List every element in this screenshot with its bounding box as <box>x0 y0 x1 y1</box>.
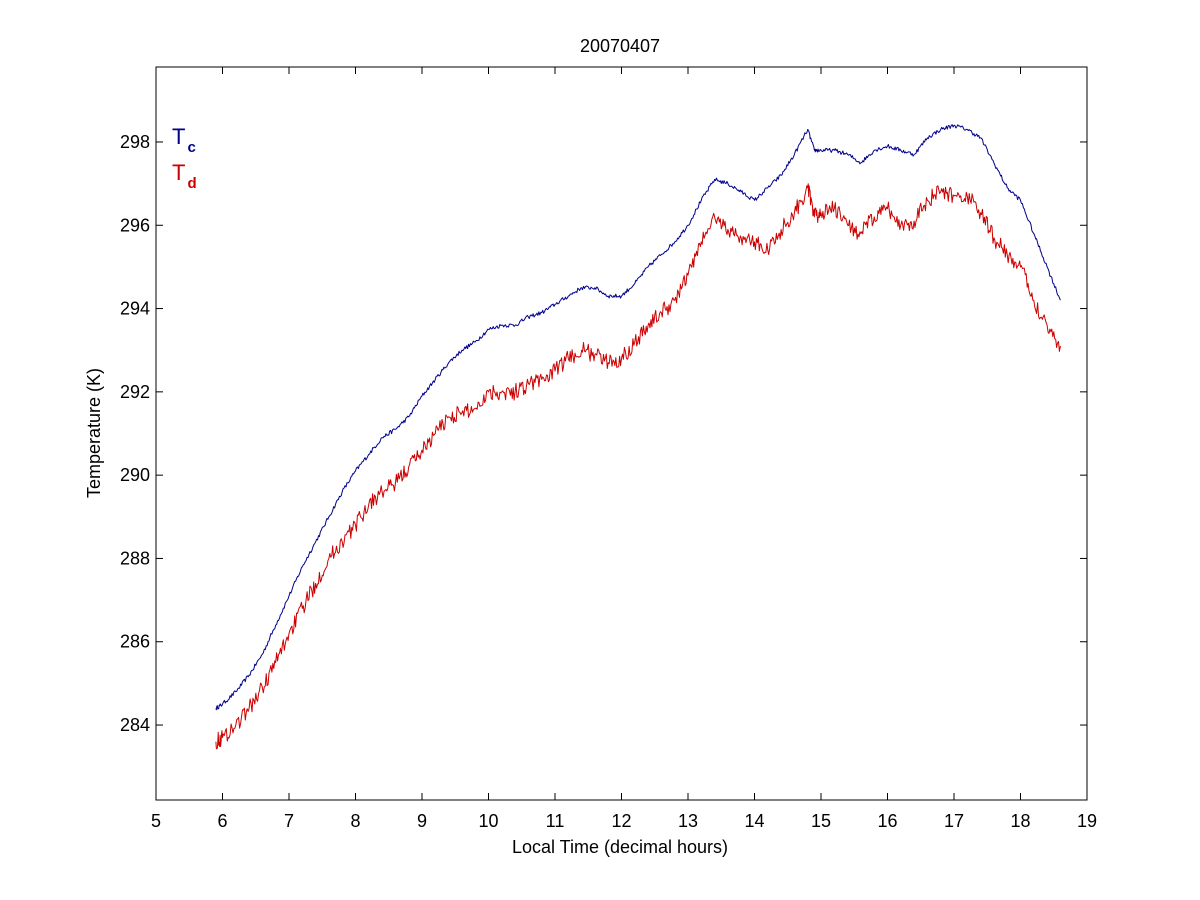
y-tick-label: 292 <box>120 382 150 402</box>
legend-label: T <box>172 124 185 149</box>
x-tick-label: 15 <box>811 811 831 831</box>
x-tick-label: 8 <box>350 811 360 831</box>
y-tick-label: 286 <box>120 632 150 652</box>
plot-area: 5 6 7 8 9 10 11 12 13 14 15 16 17 18 19 284 286 288 290 292… <box>120 66 1097 831</box>
x-tick-label: 10 <box>478 811 498 831</box>
series-line-tc <box>215 124 1061 711</box>
y-tick-label: 298 <box>120 132 150 152</box>
y-axis-label: Temperature (K) <box>84 368 104 498</box>
y-tick-label: 290 <box>120 465 150 485</box>
x-axis-label: Local Time (decimal hours) <box>512 837 728 857</box>
x-tick-label: 7 <box>284 811 294 831</box>
x-tick-label: 6 <box>217 811 227 831</box>
y-tick-label: 296 <box>120 215 150 235</box>
chart-title: 20070407 <box>580 36 660 56</box>
x-tick-label: 17 <box>944 811 964 831</box>
x-tick-label: 5 <box>151 811 161 831</box>
legend-subscript: d <box>187 175 196 192</box>
series-line-td <box>215 183 1061 750</box>
y-tick-label: 288 <box>120 548 150 568</box>
y-tick-label: 294 <box>120 299 150 319</box>
x-tick-label: 19 <box>1077 811 1097 831</box>
legend-label: T <box>172 160 185 185</box>
legend-subscript: c <box>187 139 195 156</box>
x-tick-label: 14 <box>744 811 764 831</box>
x-tick-label: 18 <box>1010 811 1030 831</box>
y-tick-label: 284 <box>120 715 150 735</box>
x-tick-label: 11 <box>546 811 565 831</box>
x-tick-label: 9 <box>417 811 427 831</box>
x-tick-label: 12 <box>611 811 631 831</box>
x-tick-label: 16 <box>877 811 897 831</box>
x-tick-label: 13 <box>678 811 698 831</box>
